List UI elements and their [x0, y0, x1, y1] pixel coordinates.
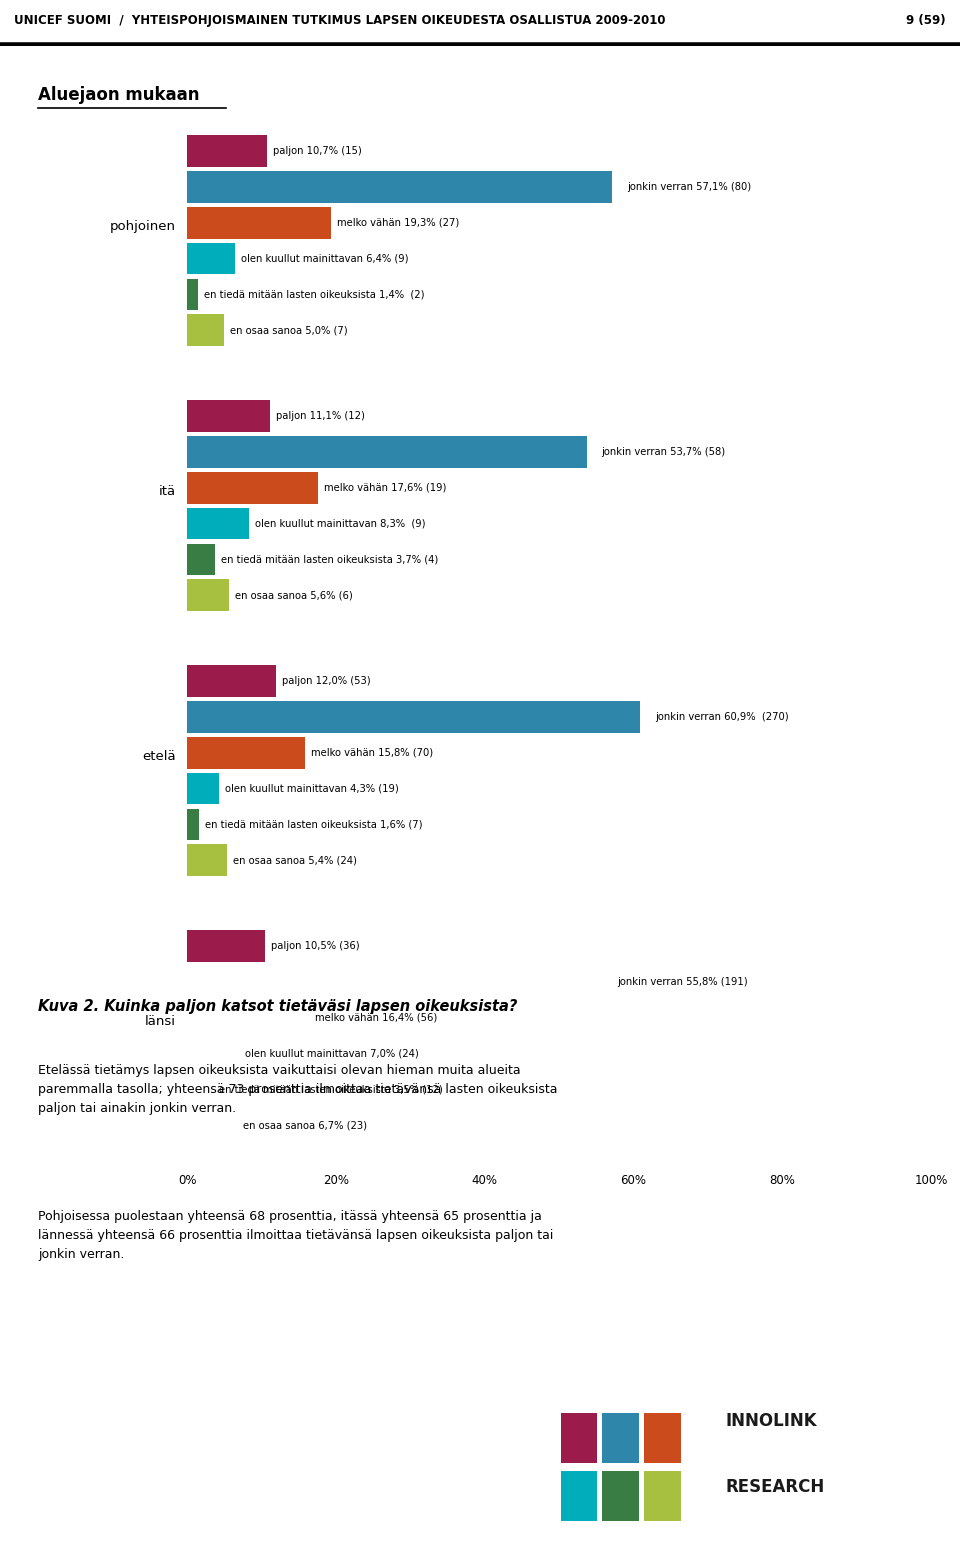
Text: jonkin verran 53,7% (58): jonkin verran 53,7% (58) — [602, 447, 726, 457]
Text: paljon 11,1% (12): paljon 11,1% (12) — [276, 410, 365, 421]
Bar — [187, 1109, 237, 1140]
Bar — [187, 738, 304, 768]
Bar — [603, 1472, 639, 1521]
Text: jonkin verran 57,1% (80): jonkin verran 57,1% (80) — [627, 182, 751, 191]
Bar — [187, 773, 219, 804]
Text: jonkin verran 55,8% (191): jonkin verran 55,8% (191) — [617, 977, 748, 988]
Text: en tiedä mitään lasten oikeuksista 1,6% (7): en tiedä mitään lasten oikeuksista 1,6% … — [205, 819, 422, 830]
Text: paljon 10,7% (15): paljon 10,7% (15) — [273, 147, 362, 156]
Text: RESEARCH: RESEARCH — [726, 1478, 825, 1495]
Bar — [187, 472, 318, 503]
Bar — [644, 1413, 681, 1463]
Text: INNOLINK: INNOLINK — [726, 1412, 817, 1430]
Bar — [187, 136, 267, 167]
Text: 80%: 80% — [770, 1174, 795, 1187]
Text: en tiedä mitään lasten oikeuksista 3,7% (4): en tiedä mitään lasten oikeuksista 3,7% … — [221, 554, 438, 565]
Text: Pohjoisessa puolestaan yhteensä 68 prosenttia, itässä yhteensä 65 prosenttia ja
: Pohjoisessa puolestaan yhteensä 68 prose… — [38, 1210, 554, 1261]
Text: olen kuullut mainittavan 6,4% (9): olen kuullut mainittavan 6,4% (9) — [241, 253, 408, 264]
Text: jonkin verran 60,9%  (270): jonkin verran 60,9% (270) — [655, 711, 789, 722]
Bar — [187, 279, 198, 310]
Bar — [187, 543, 215, 576]
Text: Kuva 2. Kuinka paljon katsot tietäväsi lapsen oikeuksista?: Kuva 2. Kuinka paljon katsot tietäväsi l… — [38, 1000, 517, 1014]
Text: en osaa sanoa 5,6% (6): en osaa sanoa 5,6% (6) — [235, 591, 352, 600]
Text: Aluejaon mukaan: Aluejaon mukaan — [38, 86, 200, 105]
Text: olen kuullut mainittavan 4,3% (19): olen kuullut mainittavan 4,3% (19) — [226, 784, 399, 793]
Text: 0%: 0% — [178, 1174, 197, 1187]
Text: 100%: 100% — [915, 1174, 948, 1187]
Text: 40%: 40% — [471, 1174, 498, 1187]
Text: paljon 12,0% (53): paljon 12,0% (53) — [282, 676, 372, 687]
Text: olen kuullut mainittavan 7,0% (24): olen kuullut mainittavan 7,0% (24) — [245, 1049, 419, 1058]
Text: olen kuullut mainittavan 8,3%  (9): olen kuullut mainittavan 8,3% (9) — [255, 518, 425, 529]
Bar — [561, 1413, 597, 1463]
Bar — [187, 400, 270, 432]
Bar — [187, 171, 612, 202]
Bar — [187, 437, 587, 468]
Bar — [187, 315, 225, 346]
Bar — [187, 1038, 239, 1069]
Text: melko vähän 16,4% (56): melko vähän 16,4% (56) — [315, 1012, 438, 1023]
Text: etelä: etelä — [142, 750, 176, 764]
Text: UNICEF SUOMI  /  YHTEISPOHJOISMAINEN TUTKIMUS LAPSEN OIKEUDESTA OSALLISTUA 2009-: UNICEF SUOMI / YHTEISPOHJOISMAINEN TUTKI… — [14, 14, 666, 28]
Bar — [187, 930, 265, 961]
Text: en osaa sanoa 5,0% (7): en osaa sanoa 5,0% (7) — [230, 326, 348, 335]
Text: melko vähän 19,3% (27): melko vähän 19,3% (27) — [337, 218, 459, 228]
Bar — [187, 1074, 213, 1105]
Text: melko vähän 15,8% (70): melko vähän 15,8% (70) — [311, 748, 433, 758]
Bar — [561, 1472, 597, 1521]
Text: länsi: länsi — [145, 1015, 176, 1028]
Bar — [187, 242, 235, 275]
Bar — [187, 580, 228, 611]
Bar — [644, 1472, 681, 1521]
Text: Etelässä tietämys lapsen oikeuksista vaikuttaisi olevan hieman muita alueita
par: Etelässä tietämys lapsen oikeuksista vai… — [38, 1063, 558, 1114]
Bar — [603, 1413, 639, 1463]
Bar — [187, 844, 228, 876]
Bar — [187, 665, 276, 697]
Bar — [187, 508, 249, 540]
Text: melko vähän 17,6% (19): melko vähän 17,6% (19) — [324, 483, 446, 492]
Bar — [187, 1001, 309, 1034]
Text: en tiedä mitään lasten oikeuksista 3,5% (12): en tiedä mitään lasten oikeuksista 3,5% … — [219, 1085, 443, 1094]
Bar — [187, 207, 331, 239]
Text: en osaa sanoa 5,4% (24): en osaa sanoa 5,4% (24) — [233, 855, 357, 866]
Text: en osaa sanoa 6,7% (23): en osaa sanoa 6,7% (23) — [243, 1120, 367, 1129]
Text: pohjoinen: pohjoinen — [110, 221, 176, 233]
Text: en tiedä mitään lasten oikeuksista 1,4%  (2): en tiedä mitään lasten oikeuksista 1,4% … — [204, 290, 424, 299]
Text: 60%: 60% — [620, 1174, 647, 1187]
Bar — [187, 701, 640, 733]
Text: itä: itä — [159, 486, 176, 498]
Text: paljon 10,5% (36): paljon 10,5% (36) — [272, 941, 360, 950]
Bar — [187, 809, 199, 841]
Text: 9 (59): 9 (59) — [906, 14, 946, 28]
Bar — [187, 966, 602, 998]
Text: 20%: 20% — [323, 1174, 349, 1187]
